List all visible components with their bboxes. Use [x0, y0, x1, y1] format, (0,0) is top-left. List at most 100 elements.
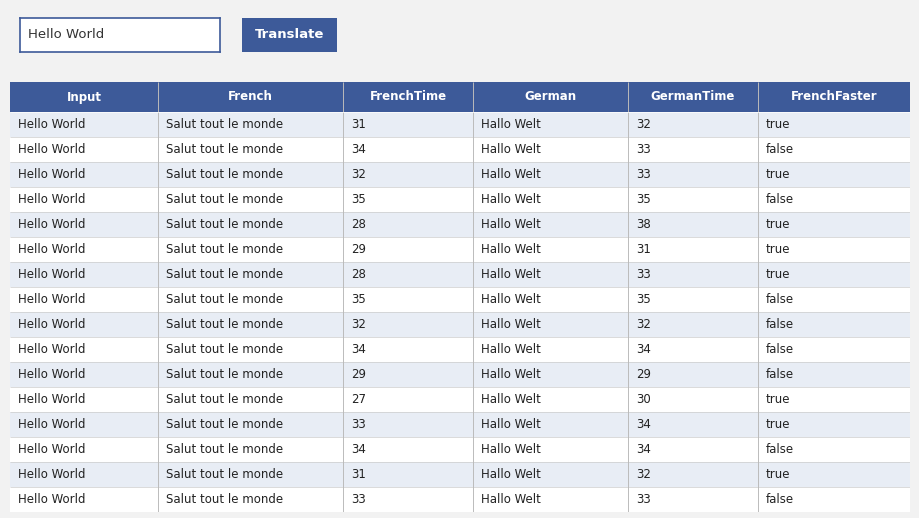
Text: Salut tout le monde: Salut tout le monde	[165, 243, 283, 256]
Text: Hallo Welt: Hallo Welt	[481, 368, 540, 381]
Bar	[10, 337, 909, 362]
Text: 34: 34	[635, 443, 650, 456]
Text: Salut tout le monde: Salut tout le monde	[165, 143, 283, 156]
Text: 35: 35	[635, 193, 650, 206]
Text: 30: 30	[635, 393, 650, 406]
Bar	[10, 112, 909, 137]
Bar	[10, 287, 909, 312]
Text: Translate: Translate	[255, 28, 323, 41]
Text: 29: 29	[351, 368, 366, 381]
Text: Salut tout le monde: Salut tout le monde	[165, 193, 283, 206]
Bar	[10, 312, 909, 337]
Text: 34: 34	[351, 443, 366, 456]
Text: Hello World: Hello World	[18, 468, 85, 481]
Text: Hello World: Hello World	[18, 443, 85, 456]
Text: 35: 35	[635, 293, 650, 306]
Text: French: French	[228, 91, 273, 104]
Text: 28: 28	[351, 268, 366, 281]
Text: false: false	[766, 193, 793, 206]
Text: Salut tout le monde: Salut tout le monde	[165, 218, 283, 231]
Text: Salut tout le monde: Salut tout le monde	[165, 318, 283, 331]
Text: false: false	[766, 293, 793, 306]
Text: Hello World: Hello World	[18, 193, 85, 206]
Bar	[10, 412, 909, 437]
Text: true: true	[766, 168, 789, 181]
Text: true: true	[766, 393, 789, 406]
Text: 31: 31	[351, 118, 366, 131]
Text: 33: 33	[351, 418, 366, 431]
Text: Hallo Welt: Hallo Welt	[481, 293, 540, 306]
Text: Hello World: Hello World	[18, 343, 85, 356]
Text: Hello World: Hello World	[18, 243, 85, 256]
Text: Hallo Welt: Hallo Welt	[481, 343, 540, 356]
Text: Salut tout le monde: Salut tout le monde	[165, 468, 283, 481]
Text: Hallo Welt: Hallo Welt	[481, 318, 540, 331]
Text: Salut tout le monde: Salut tout le monde	[165, 393, 283, 406]
Text: false: false	[766, 318, 793, 331]
Text: 28: 28	[351, 218, 366, 231]
Bar	[10, 362, 909, 387]
Text: true: true	[766, 243, 789, 256]
Text: Salut tout le monde: Salut tout le monde	[165, 443, 283, 456]
Text: 32: 32	[351, 318, 366, 331]
Text: false: false	[766, 368, 793, 381]
Text: Hallo Welt: Hallo Welt	[481, 168, 540, 181]
Bar	[10, 237, 909, 262]
Bar	[10, 437, 909, 462]
Text: 34: 34	[351, 143, 366, 156]
Text: 33: 33	[635, 268, 650, 281]
Text: false: false	[766, 493, 793, 506]
Bar	[10, 387, 909, 412]
Bar	[10, 262, 909, 287]
Text: 32: 32	[635, 468, 650, 481]
Text: Hello World: Hello World	[18, 143, 85, 156]
Text: true: true	[766, 218, 789, 231]
Text: 33: 33	[351, 493, 366, 506]
Text: 34: 34	[635, 418, 650, 431]
Text: Hello World: Hello World	[18, 493, 85, 506]
Text: 33: 33	[635, 493, 650, 506]
Text: Hallo Welt: Hallo Welt	[481, 443, 540, 456]
Text: Hallo Welt: Hallo Welt	[481, 118, 540, 131]
Text: German: German	[524, 91, 576, 104]
Bar	[10, 137, 909, 162]
Text: 32: 32	[635, 118, 650, 131]
Text: FrenchFaster: FrenchFaster	[789, 91, 877, 104]
Text: true: true	[766, 268, 789, 281]
Text: FrenchTime: FrenchTime	[369, 91, 446, 104]
Text: Hallo Welt: Hallo Welt	[481, 468, 540, 481]
Bar	[10, 462, 909, 487]
Text: Salut tout le monde: Salut tout le monde	[165, 293, 283, 306]
Bar	[10, 212, 909, 237]
Text: GermanTime: GermanTime	[650, 91, 734, 104]
Bar	[10, 187, 909, 212]
Text: Hallo Welt: Hallo Welt	[481, 493, 540, 506]
Text: Salut tout le monde: Salut tout le monde	[165, 418, 283, 431]
Text: Input: Input	[66, 91, 101, 104]
Text: Hallo Welt: Hallo Welt	[481, 268, 540, 281]
Text: Hello World: Hello World	[18, 218, 85, 231]
Text: 29: 29	[351, 243, 366, 256]
Text: Salut tout le monde: Salut tout le monde	[165, 368, 283, 381]
Text: 35: 35	[351, 293, 366, 306]
Text: 32: 32	[635, 318, 650, 331]
Text: Hello World: Hello World	[18, 293, 85, 306]
Text: Hello World: Hello World	[18, 168, 85, 181]
Text: 38: 38	[635, 218, 650, 231]
Text: Hello World: Hello World	[28, 28, 104, 41]
Text: Hallo Welt: Hallo Welt	[481, 193, 540, 206]
Text: 32: 32	[351, 168, 366, 181]
Text: Hello World: Hello World	[18, 368, 85, 381]
Text: 33: 33	[635, 143, 650, 156]
Text: 34: 34	[351, 343, 366, 356]
Text: Hallo Welt: Hallo Welt	[481, 243, 540, 256]
Text: true: true	[766, 418, 789, 431]
Text: Hello World: Hello World	[18, 418, 85, 431]
Text: Hello World: Hello World	[18, 118, 85, 131]
Text: Hello World: Hello World	[18, 393, 85, 406]
Text: false: false	[766, 343, 793, 356]
Text: true: true	[766, 118, 789, 131]
Text: false: false	[766, 143, 793, 156]
Text: Hallo Welt: Hallo Welt	[481, 143, 540, 156]
Text: Hello World: Hello World	[18, 318, 85, 331]
